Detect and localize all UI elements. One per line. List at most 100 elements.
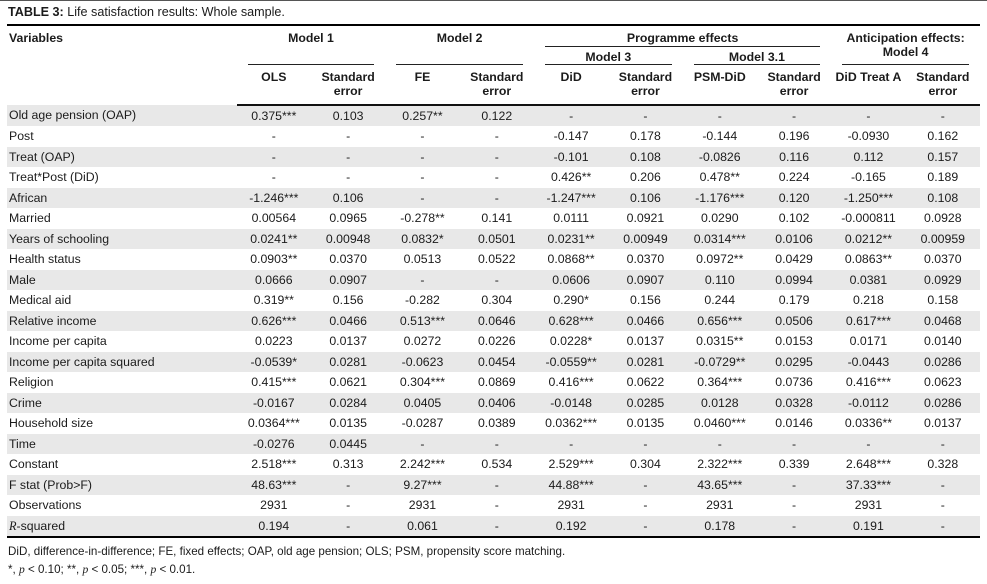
cell-value: 0.0736: [775, 375, 813, 390]
cell-value: -0.147: [553, 129, 589, 144]
cell-value: -: [643, 498, 648, 513]
table-row: Constant 2.518*** 0.313 2.242*** 0.534 2.529*…: [7, 454, 980, 475]
cell-value: 0.0328: [775, 395, 813, 410]
cell-value: 2931: [408, 498, 437, 513]
cell-value: 0.0646: [477, 313, 516, 328]
cell-value: -: [940, 436, 945, 451]
row-variable-label: Time: [9, 436, 36, 451]
cell-value: 0.0666: [254, 272, 293, 287]
cell-value: -: [271, 170, 276, 185]
row-variable-label: Household size: [9, 416, 94, 431]
cell-value: 0.0445: [329, 436, 367, 451]
column-header: OLS: [236, 65, 311, 106]
row-variable-label: F stat (Prob>F): [9, 477, 93, 492]
row-variable-label: Male: [9, 272, 36, 287]
cell-value: 0.244: [704, 293, 736, 308]
cell-value: -0.000811: [841, 211, 896, 226]
cell-value: 2931: [557, 498, 585, 513]
cell-value: 0.0364***: [247, 416, 300, 431]
cell-value: -: [569, 436, 574, 451]
cell-value: 0.513***: [399, 313, 446, 328]
cell-value: 0.122: [481, 108, 513, 123]
column-header: Standard error: [905, 65, 980, 106]
cell-value: 0.0466: [626, 313, 665, 328]
cell-value: 0.0226: [477, 334, 516, 349]
row-variable-label: Income per capita: [9, 334, 107, 349]
cell-value: 0.156: [630, 293, 661, 308]
cell-value: 0.0314***: [693, 231, 746, 246]
cell-value: 0.0336**: [844, 416, 893, 431]
cell-value: 0.0405: [403, 395, 442, 410]
cell-value: 0.00949: [623, 231, 668, 246]
row-variable-label: Old age pension (OAP): [9, 108, 137, 123]
cell-value: 0.0832*: [401, 231, 444, 246]
cell-value: 0.0111: [553, 211, 590, 226]
cell-value: -1.250***: [843, 190, 894, 205]
row-variable-label: African: [9, 190, 48, 205]
cell-value: 0.0315**: [696, 334, 744, 349]
cell-value: 0.304: [481, 293, 513, 308]
table-row: Household size 0.0364*** 0.0135 -0.0287 0.03…: [7, 413, 980, 434]
cell-value: 0.0622: [626, 375, 665, 390]
cell-value: 0.304: [630, 457, 661, 472]
footnote-significance: *, p < 0.10; **, p < 0.05; ***, p < 0.01…: [8, 563, 196, 577]
cell-value: 0.0994: [775, 272, 813, 287]
cell-value: 0.416***: [845, 375, 891, 390]
column-header: DiD Treat A: [831, 65, 906, 106]
cell-value: -: [905, 515, 980, 539]
cell-value: 2931: [706, 498, 734, 513]
cell-value: 0.0466: [329, 313, 367, 328]
cell-value: 0.00959: [920, 231, 966, 246]
cell-value: 0.0501: [477, 231, 516, 246]
cell-value: 0.061: [385, 515, 460, 539]
cell-value: 0.0606: [552, 272, 590, 287]
cell-value: -0.0443: [847, 354, 890, 369]
cell-value: -0.0287: [401, 416, 444, 431]
table-row: Treat*Post (DiD) - - - - 0.426** 0.206 0.478** 0…: [7, 167, 980, 188]
cell-value: -: [420, 129, 425, 144]
cell-value: 0.108: [927, 190, 959, 205]
cell-value: 0.0513: [403, 252, 442, 267]
cell-value: 0.194: [236, 515, 311, 539]
group-header-programme-effects: Programme effects: [534, 26, 831, 48]
cell-value: 0.0907: [626, 272, 665, 287]
cell-value: 0.108: [630, 149, 661, 164]
cell-value: 0.0106: [775, 231, 813, 246]
column-header: FE: [385, 65, 460, 106]
cell-value: 0.0137: [923, 416, 962, 431]
cell-value: 0.0286: [923, 354, 962, 369]
table-row: Health status 0.0903** 0.0370 0.0513 0.0522 0…: [7, 249, 980, 270]
cell-value: 0.206: [630, 170, 661, 185]
cell-value: 0.0212**: [844, 231, 893, 246]
table-row: Male 0.0666 0.0907 - - 0.0606 0.0907 0.110 0.099…: [7, 269, 980, 291]
row-variable-label: Constant: [9, 457, 59, 472]
cell-value: -: [310, 515, 386, 539]
cell-value: 0.157: [927, 149, 959, 164]
table-row: Religion 0.415*** 0.0621 0.304*** 0.0869 0.41…: [7, 372, 980, 393]
cell-value: -: [494, 272, 499, 287]
cell-value: -0.0729**: [694, 354, 746, 369]
table-row: African -1.246*** 0.106 - - -1.247*** 0.106 -1.…: [7, 187, 980, 209]
cell-value: 0.178: [682, 515, 757, 539]
cell-value: 0.304***: [399, 375, 446, 390]
row-variable-label: Treat*Post (DiD): [9, 170, 99, 185]
cell-value: -0.0112: [848, 395, 889, 410]
cell-value: 0.0370: [626, 252, 665, 267]
cell-value: -: [346, 149, 351, 164]
cell-value: -: [271, 129, 276, 144]
cell-value: 0.0903**: [250, 252, 298, 267]
cell-value: 0.617***: [845, 313, 891, 328]
cell-value: 0.0460***: [693, 416, 746, 431]
cell-value: -: [459, 515, 534, 539]
cell-value: -0.0539*: [250, 354, 298, 369]
cell-value: 0.112: [853, 149, 884, 164]
cell-value: 0.218: [853, 293, 884, 308]
cell-value: 0.0284: [329, 395, 367, 410]
cell-value: 0.0370: [329, 252, 367, 267]
row-variable-label: Treat (OAP): [9, 149, 75, 164]
cell-value: 0.0137: [626, 334, 665, 349]
column-header: Standard error: [756, 65, 832, 106]
cell-value: -: [756, 515, 832, 539]
table-row: Observations 2931 - 2931 - 2931 - 2931 - 2931 -: [7, 495, 980, 516]
subgroup-header-model-3-1: Model 3.1: [683, 48, 832, 66]
